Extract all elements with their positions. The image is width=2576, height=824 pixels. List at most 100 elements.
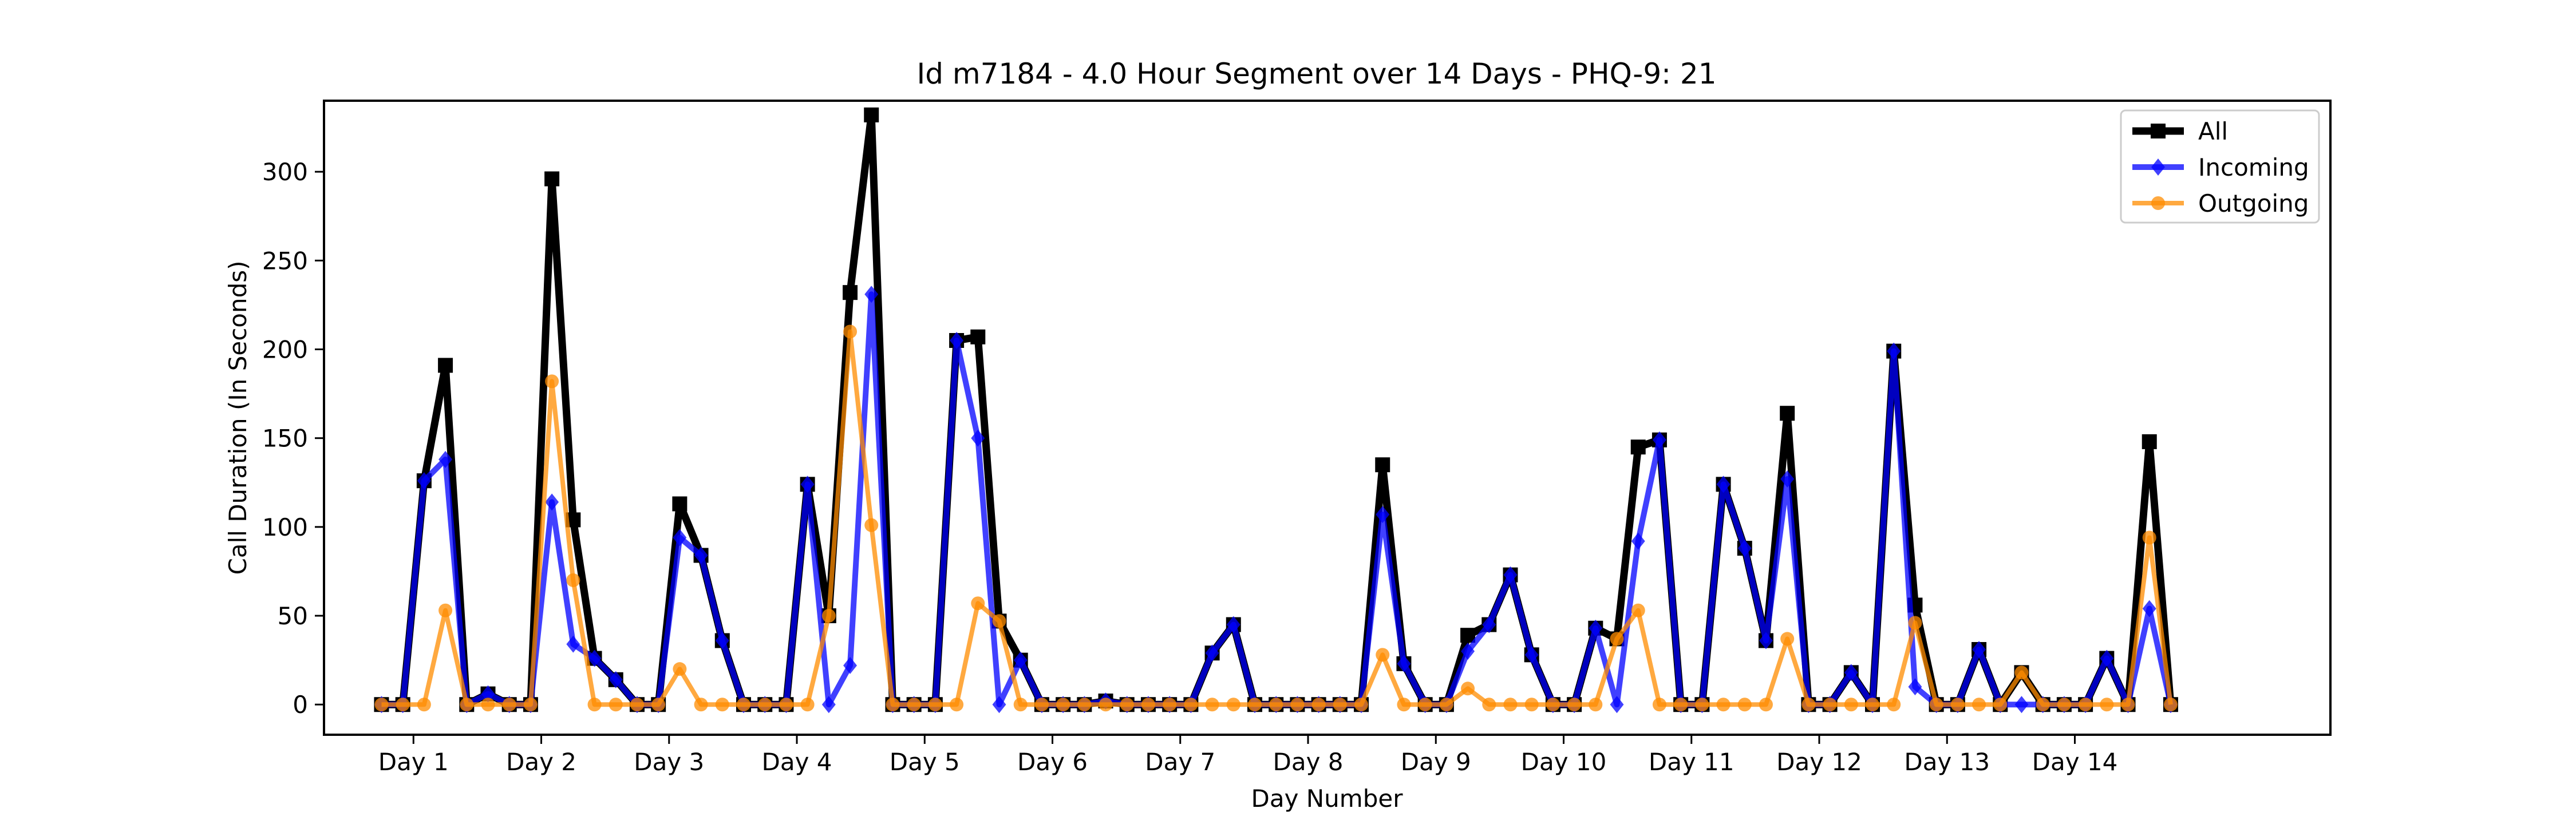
data-point bbox=[1524, 646, 1539, 664]
x-tick-label: Day 10 bbox=[1521, 748, 1607, 776]
data-point bbox=[396, 698, 410, 712]
x-tick-label: Day 4 bbox=[762, 748, 832, 776]
data-point bbox=[1737, 540, 1752, 557]
data-point bbox=[544, 171, 560, 187]
data-point bbox=[1226, 698, 1240, 712]
data-point bbox=[1844, 698, 1858, 712]
data-point bbox=[971, 429, 985, 447]
data-point bbox=[843, 657, 857, 674]
data-point bbox=[1929, 698, 1943, 712]
data-point bbox=[1482, 616, 1496, 633]
x-tick-label: Day 9 bbox=[1401, 748, 1471, 776]
data-point bbox=[1247, 698, 1262, 712]
data-point bbox=[1376, 648, 1390, 662]
data-point bbox=[566, 635, 580, 653]
data-point bbox=[1567, 698, 1582, 712]
data-point bbox=[1993, 698, 2008, 712]
data-point bbox=[1546, 698, 1560, 712]
series-outgoing bbox=[374, 324, 2178, 712]
data-point bbox=[992, 696, 1006, 714]
data-point bbox=[1780, 632, 1795, 646]
data-point bbox=[1418, 698, 1432, 712]
data-point bbox=[821, 696, 836, 714]
data-point bbox=[630, 698, 644, 712]
data-point bbox=[502, 698, 516, 712]
data-point bbox=[438, 603, 453, 617]
data-point bbox=[1077, 698, 1092, 712]
data-point bbox=[736, 698, 750, 712]
data-point bbox=[843, 324, 858, 339]
data-point bbox=[886, 698, 900, 712]
data-point bbox=[1887, 342, 1901, 360]
data-point bbox=[672, 496, 688, 512]
data-point bbox=[1759, 698, 1773, 712]
data-point bbox=[417, 698, 431, 712]
legend-item: All bbox=[2132, 117, 2228, 145]
y-tick-label: 0 bbox=[293, 691, 308, 719]
data-point bbox=[438, 358, 453, 373]
data-point bbox=[1866, 698, 1880, 712]
data-point bbox=[821, 609, 836, 623]
data-point bbox=[971, 596, 985, 611]
y-axis-label: Call Duration (In Seconds) bbox=[224, 260, 252, 575]
data-point bbox=[1013, 651, 1028, 669]
data-point bbox=[609, 671, 623, 688]
data-point bbox=[864, 107, 879, 122]
data-point bbox=[566, 573, 580, 587]
legend-label: All bbox=[2198, 117, 2228, 145]
x-tick-label: Day 12 bbox=[1776, 748, 1862, 776]
data-point bbox=[523, 698, 538, 712]
data-point bbox=[1013, 698, 1028, 712]
data-point bbox=[1610, 696, 1624, 714]
x-axis-label: Day Number bbox=[1251, 785, 1403, 813]
legend-item: Incoming bbox=[2132, 153, 2309, 181]
data-point bbox=[1630, 439, 1646, 455]
data-point bbox=[715, 632, 729, 649]
data-point bbox=[992, 614, 1006, 628]
data-point bbox=[800, 698, 815, 712]
data-point bbox=[417, 472, 431, 490]
data-point bbox=[907, 698, 921, 712]
data-point bbox=[1503, 698, 1518, 712]
data-point bbox=[2142, 434, 2157, 449]
data-point bbox=[1482, 698, 1496, 712]
data-point bbox=[2142, 530, 2156, 545]
data-point bbox=[1823, 698, 1837, 712]
x-tick-label: Day 7 bbox=[1145, 748, 1215, 776]
data-point bbox=[1759, 632, 1773, 649]
data-point bbox=[1503, 566, 1518, 584]
data-point bbox=[1034, 698, 1049, 712]
legend-marker bbox=[2151, 124, 2166, 138]
data-point bbox=[694, 698, 708, 712]
data-point bbox=[1908, 616, 1922, 630]
x-tick-label: Day 6 bbox=[1017, 748, 1088, 776]
data-point bbox=[2121, 698, 2135, 712]
data-point bbox=[2079, 698, 2093, 712]
data-point bbox=[864, 286, 879, 303]
data-point bbox=[1099, 698, 1113, 712]
data-point bbox=[928, 698, 942, 712]
data-point bbox=[1205, 644, 1219, 662]
data-point bbox=[1524, 698, 1539, 712]
x-axis: Day 1 Day 2 Day 3 Day 4 Day 5 Day 6 Day 7 Day 8… bbox=[378, 735, 2117, 776]
data-point bbox=[1354, 698, 1369, 712]
data-point bbox=[864, 518, 879, 532]
y-axis: 0 50 100 150 200 250 300 bbox=[262, 158, 324, 719]
y-tick-label: 50 bbox=[278, 602, 308, 630]
data-point bbox=[2014, 696, 2029, 714]
data-point bbox=[694, 546, 708, 564]
data-point bbox=[1461, 682, 1475, 696]
plot-frame bbox=[323, 100, 2332, 736]
data-point bbox=[1163, 698, 1177, 712]
data-point bbox=[587, 698, 602, 712]
x-tick-label: Day 1 bbox=[378, 748, 449, 776]
chart-title: Id m7184 - 4.0 Hour Segment over 14 Days… bbox=[916, 57, 1716, 90]
data-point bbox=[1674, 698, 1688, 712]
y-tick-label: 250 bbox=[262, 247, 308, 275]
data-point bbox=[460, 698, 474, 712]
data-point bbox=[1737, 698, 1752, 712]
data-point bbox=[1397, 698, 1411, 712]
data-point bbox=[1439, 698, 1453, 712]
data-point bbox=[374, 698, 389, 712]
data-point bbox=[1311, 698, 1326, 712]
